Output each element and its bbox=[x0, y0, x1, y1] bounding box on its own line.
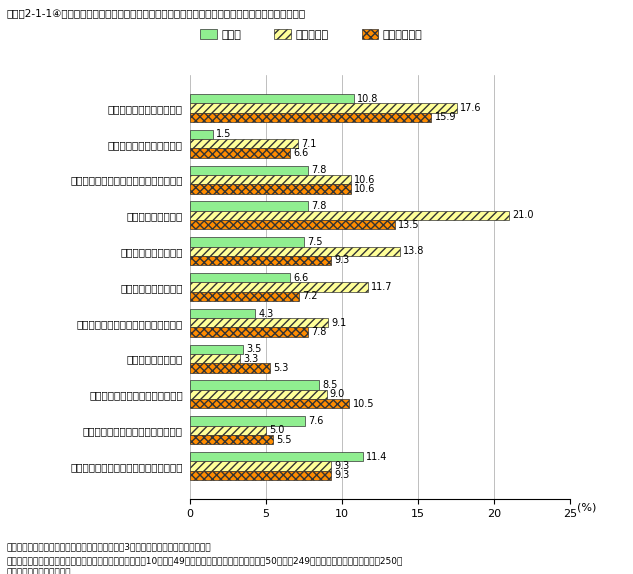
Bar bbox=[190, 381, 319, 390]
Bar bbox=[190, 435, 273, 444]
Text: 5.3: 5.3 bbox=[273, 363, 289, 373]
Text: 7.8: 7.8 bbox=[311, 165, 327, 175]
Text: 9.3: 9.3 bbox=[334, 461, 349, 471]
Text: 13.5: 13.5 bbox=[398, 220, 420, 230]
Text: 7.6: 7.6 bbox=[308, 416, 323, 426]
Bar bbox=[190, 139, 298, 148]
Bar bbox=[190, 184, 351, 193]
Bar bbox=[190, 461, 331, 471]
Bar bbox=[190, 354, 240, 363]
Text: 9.0: 9.0 bbox=[330, 390, 345, 400]
Text: コラム2-1-1④図　イノベーション活動を実施しなかった企業が経験した、イノベーションの阻害要因: コラム2-1-1④図 イノベーション活動を実施しなかった企業が経験した、イノベー… bbox=[6, 9, 306, 18]
Bar bbox=[190, 94, 354, 103]
Text: 10.8: 10.8 bbox=[357, 94, 379, 103]
Bar bbox=[190, 452, 363, 461]
Text: 4.3: 4.3 bbox=[258, 308, 273, 319]
Bar bbox=[190, 363, 270, 373]
Text: 10.6: 10.6 bbox=[354, 184, 375, 194]
Text: 以上の企業を指す。: 以上の企業を指す。 bbox=[6, 568, 71, 574]
Text: 9.3: 9.3 bbox=[334, 255, 349, 266]
Bar bbox=[190, 318, 328, 328]
Bar bbox=[190, 148, 290, 158]
Text: 3.3: 3.3 bbox=[243, 354, 258, 364]
Bar bbox=[190, 426, 266, 435]
Bar bbox=[190, 416, 305, 426]
Bar bbox=[190, 211, 509, 220]
Text: 資料：文部科学省科学技術・学術政策研究所「第3回全国イノベーション調査報告」: 資料：文部科学省科学技術・学術政策研究所「第3回全国イノベーション調査報告」 bbox=[6, 542, 211, 552]
Text: 7.5: 7.5 bbox=[307, 237, 322, 247]
Legend: 大企業, 中規模企業, 小規模事業者: 大企業, 中規模企業, 小規模事業者 bbox=[196, 25, 427, 44]
Text: 15.9: 15.9 bbox=[434, 112, 456, 122]
Text: 21.0: 21.0 bbox=[512, 210, 534, 220]
Text: 8.5: 8.5 bbox=[322, 380, 337, 390]
Bar bbox=[190, 175, 351, 184]
Bar bbox=[190, 390, 327, 399]
Text: 1.5: 1.5 bbox=[216, 129, 231, 139]
Bar bbox=[190, 130, 213, 139]
Bar bbox=[190, 309, 255, 318]
Bar bbox=[190, 344, 243, 354]
Bar bbox=[190, 282, 368, 292]
Bar bbox=[190, 292, 299, 301]
Text: （注）　小規模事業者とは常用雇用者数（国内及び海外）10人以上49人以下の企業、中規模企業とは同50人以上249人以下の企業、大企業とは同250人: （注） 小規模事業者とは常用雇用者数（国内及び海外）10人以上49人以下の企業、… bbox=[6, 557, 403, 566]
Text: 6.6: 6.6 bbox=[293, 273, 308, 282]
Text: 7.8: 7.8 bbox=[311, 327, 327, 337]
Text: 7.1: 7.1 bbox=[301, 139, 316, 149]
Text: 11.4: 11.4 bbox=[366, 452, 387, 462]
Text: 9.3: 9.3 bbox=[334, 471, 349, 480]
Bar bbox=[190, 237, 304, 246]
Text: 3.5: 3.5 bbox=[246, 344, 261, 354]
Text: 17.6: 17.6 bbox=[460, 103, 482, 113]
Bar bbox=[190, 471, 331, 480]
Text: 7.2: 7.2 bbox=[303, 292, 318, 301]
Text: 5.0: 5.0 bbox=[269, 425, 284, 435]
Text: 10.5: 10.5 bbox=[353, 399, 374, 409]
Bar bbox=[190, 220, 395, 230]
Text: 10.6: 10.6 bbox=[354, 174, 375, 184]
Bar bbox=[190, 201, 308, 211]
Bar bbox=[190, 328, 308, 337]
Bar bbox=[190, 256, 331, 265]
Text: 6.6: 6.6 bbox=[293, 148, 308, 158]
Text: 7.8: 7.8 bbox=[311, 201, 327, 211]
Bar bbox=[190, 103, 457, 113]
Text: 9.1: 9.1 bbox=[331, 318, 346, 328]
Bar bbox=[190, 113, 432, 122]
Text: 11.7: 11.7 bbox=[371, 282, 392, 292]
Bar bbox=[190, 165, 308, 175]
Bar bbox=[190, 399, 349, 409]
Text: 13.8: 13.8 bbox=[403, 246, 424, 256]
Bar bbox=[190, 246, 399, 256]
Text: (%): (%) bbox=[577, 503, 597, 513]
Bar bbox=[190, 273, 290, 282]
Text: 5.5: 5.5 bbox=[277, 435, 292, 445]
